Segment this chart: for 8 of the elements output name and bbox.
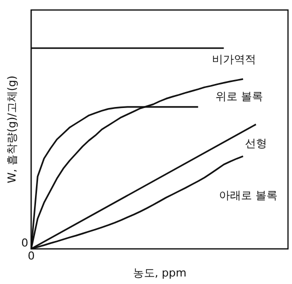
series-label: 선형 bbox=[244, 137, 267, 150]
y-axis-title: W, 흡착량(g)/고체(g) bbox=[5, 76, 18, 184]
text: 0 bbox=[28, 250, 35, 263]
text: 0 bbox=[21, 236, 28, 250]
series-label: 비가역적 bbox=[212, 52, 256, 66]
series-label: 아래로 볼록 bbox=[218, 189, 278, 202]
series-label: 위로 볼록 bbox=[215, 90, 263, 103]
x-axis-title: 농도, ppm bbox=[132, 266, 186, 280]
